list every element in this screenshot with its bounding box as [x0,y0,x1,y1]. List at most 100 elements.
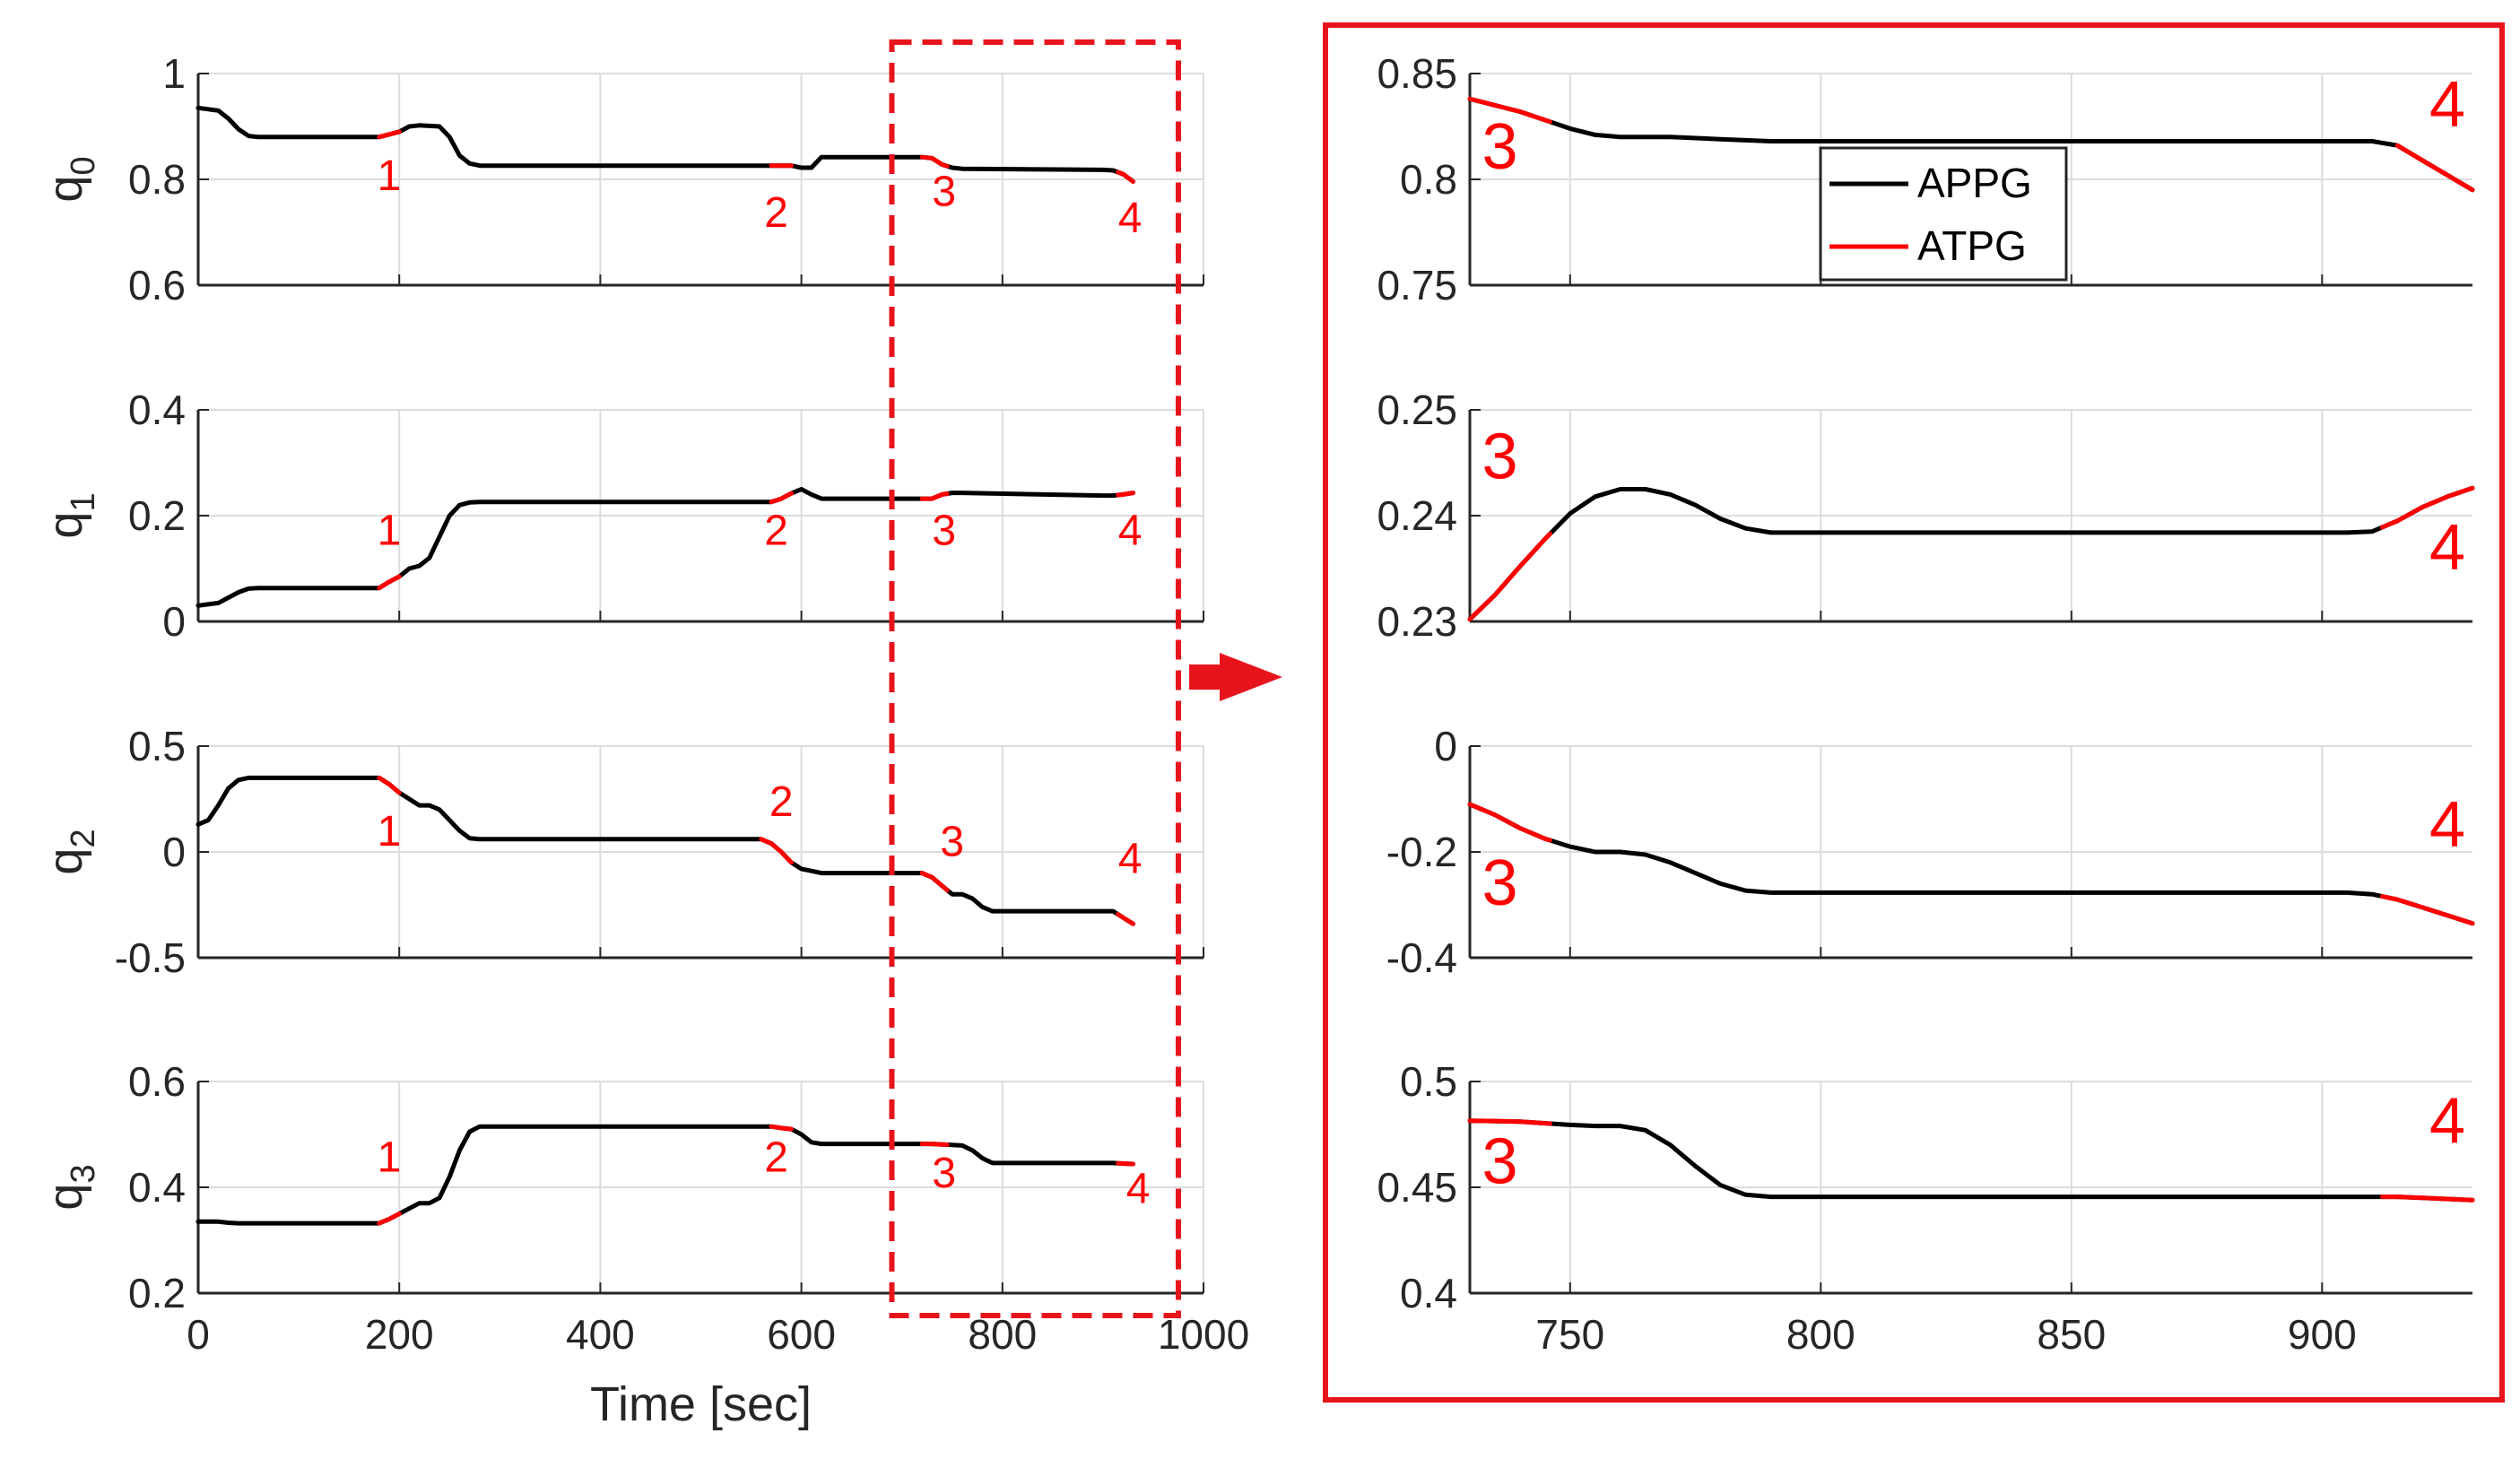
y-axis-label: q0 [39,156,102,202]
event-annotation-3: 3 [932,1150,956,1197]
series-appg-line [196,1124,1135,1226]
y-axis-label: q2 [39,829,102,874]
x-tick-label: 850 [2037,1311,2106,1358]
series-atpg-segment [377,775,402,795]
zoom-panel-frame [1323,22,2505,1403]
event-annotation-3: 3 [1482,111,1518,183]
y-tick-label: 0.4 [1400,1270,1457,1316]
x-tick-label: 800 [1786,1311,1855,1358]
series-atpg-segment [1116,912,1135,926]
y-tick-label: 0 [162,829,186,875]
event-annotation-4: 4 [2429,512,2465,584]
zoom-arrow-shaft [1189,665,1220,690]
series-atpg-segment [2379,894,2475,926]
event-annotation-1: 1 [378,808,402,856]
y-tick-label: 0.25 [1377,387,1457,433]
y-tick-label: -0.5 [115,934,186,981]
event-annotation-1: 1 [378,152,402,200]
event-annotation-4: 4 [2429,789,2465,861]
x-tick-label: 900 [2288,1311,2357,1358]
event-annotation-2: 2 [764,1134,788,1181]
series-atpg-segment [769,491,794,505]
x-tick-label: 1000 [1158,1311,1249,1358]
series-atpg-segment [377,1212,402,1226]
left-subplot-0: 0.6 0.8 1 q0 1 2 3 4 [39,50,1204,308]
x-tick-label: 750 [1535,1311,1604,1358]
series-atpg-segment [377,574,402,591]
right-subplot-3: 0.4 0.45 0.5 3 4 750 800 850 900 [1377,1058,2475,1358]
right-subplot-2: -0.4 -0.2 0 3 4 [1386,723,2475,981]
right-chart: 0.750.80.85340.230.240.2534-0.4-0.20340.… [1377,50,2475,1358]
y-axis-label-sub: 1 [65,492,102,511]
event-annotation-4: 4 [1126,1166,1151,1213]
left-subplot-2: -0.5 0 0.5 q2 1 2 3 4 [39,723,1204,981]
series-atpg-segment [1116,169,1135,184]
event-annotation-2: 2 [769,778,794,826]
series-atpg-segment [1467,531,1552,622]
y-axis-label-text: q1 [39,492,102,538]
series-atpg-segment [919,871,950,892]
legend-box [1819,146,2068,282]
event-annotation-4: 4 [1118,507,1143,554]
y-tick-label: 0.6 [128,1058,186,1105]
series-atpg-segment [1467,802,1552,843]
series-atpg-segment [2379,1194,2475,1203]
y-axis-label-text: q3 [39,1164,102,1210]
x-tick-label: 600 [767,1311,836,1358]
y-tick-label: 0 [1434,723,1457,769]
y-tick-label: 0.4 [128,387,186,433]
y-tick-label: 0.8 [128,156,186,203]
x-tick-label: 0 [187,1311,210,1358]
y-tick-label: 1 [162,50,186,97]
y-axis-label: q1 [39,492,102,538]
legend: APPG ATPG [1819,146,2068,282]
series-appg-line [196,487,1135,608]
x-tick-label: 200 [365,1311,434,1358]
series-atpg-segment [919,154,950,169]
y-tick-label: 0 [162,598,186,645]
series-atpg-segment [759,837,794,865]
series-atpg-segment [1467,1118,1552,1126]
event-annotation-3: 3 [940,819,964,866]
series-appg-line [196,105,1135,184]
decorations: APPG ATPG [889,22,2505,1403]
left-subplot-3: 0.2 0.4 0.6 q3 1 2 3 4 0 200 400 600 800 1000 Time [se… [39,1058,1249,1431]
event-annotation-3: 3 [1482,421,1518,493]
event-annotation-1: 1 [378,507,402,554]
y-tick-label: 0.85 [1377,50,1457,97]
event-annotation-3: 3 [1482,847,1518,919]
event-annotation-4: 4 [1118,836,1143,883]
y-tick-label: -0.4 [1386,934,1457,981]
y-axis-label-text: q2 [39,829,102,874]
series-atpg-segment [2379,485,2475,530]
series-appg-line [196,775,1135,926]
event-annotation-4: 4 [2429,69,2465,141]
y-tick-label: 0.2 [128,492,186,539]
y-tick-label: 0.4 [128,1164,186,1211]
y-tick-label: 0.5 [1400,1058,1457,1105]
x-tick-label: 800 [968,1311,1037,1358]
series-atpg-segment [1116,491,1135,498]
event-annotation-4: 4 [2429,1085,2465,1157]
y-tick-label: 0.24 [1377,492,1457,539]
zoom-arrow-head [1220,653,1282,701]
event-annotation-3: 3 [932,169,956,216]
zoom-highlight-box [889,39,1181,1318]
x-axis-label: Time [sec] [590,1377,812,1431]
y-tick-label: 0.8 [1400,156,1457,203]
y-axis-label: q3 [39,1164,102,1210]
x-tick-label: 400 [566,1311,635,1358]
event-annotation-2: 2 [764,507,788,554]
series-atpg-segment [919,491,950,501]
y-tick-label: 0.75 [1377,262,1457,308]
y-tick-label: -0.2 [1386,829,1457,875]
series-atpg-segment [1467,96,1552,125]
event-annotation-4: 4 [1118,195,1143,242]
right-subplot-1: 0.23 0.24 0.25 3 4 [1377,387,2475,645]
legend-atpg-label: ATPG [1917,222,2027,269]
series-atpg-segment [769,1124,794,1132]
series-atpg-segment [377,129,402,140]
